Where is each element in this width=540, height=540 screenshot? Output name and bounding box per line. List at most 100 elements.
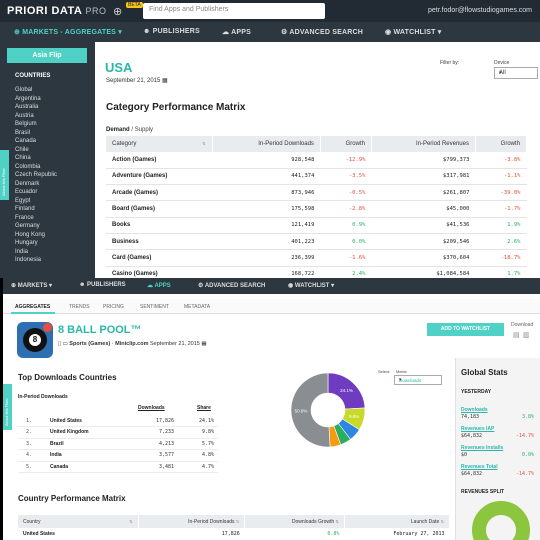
nav-markets-aggregates[interactable]: ⊕ MARKETS - AGGREGATES ▾	[14, 29, 122, 36]
page-title: USA	[105, 60, 133, 75]
list-item[interactable]: 4. India 3,577 4.8%	[18, 450, 218, 462]
chevron-down-icon: ▾	[499, 70, 502, 76]
sidebar-country-item[interactable]: Chile	[15, 146, 29, 153]
sidebar-country-item[interactable]: Germany	[15, 223, 40, 229]
sidebar-country-item[interactable]: Colombia	[15, 163, 41, 170]
sidebar-country-item[interactable]: Argentina	[15, 95, 41, 102]
sidebar-country-item[interactable]: Brasil	[15, 129, 31, 136]
nav-advanced-search[interactable]: ⚙ ADVANCED SEARCH	[198, 283, 266, 289]
table-row[interactable]: Adventure (Games) 441,374 -3.5% $317,981 -1.…	[106, 168, 527, 186]
calendar-icon[interactable]: ▦	[201, 341, 207, 347]
col-revenues[interactable]: In-Period Revenues	[371, 136, 476, 152]
device-select[interactable]: All ▾	[494, 67, 538, 79]
col-downloads[interactable]: In-Period Downloads	[212, 136, 321, 152]
tab-trends[interactable]: TRENDS	[69, 304, 90, 310]
table-row[interactable]: Casino (Games) 168,722 2.4% $1,084,584 1.7%	[106, 266, 527, 278]
search-input[interactable]: Find Apps and Publishers	[143, 3, 325, 19]
tab-supply[interactable]: Supply	[134, 127, 154, 133]
stat-label[interactable]: Revenues IAP	[461, 426, 495, 432]
stat-label[interactable]: Revenues Total	[461, 464, 498, 470]
sidebar-country-item[interactable]: Czech Republic	[15, 172, 58, 178]
sidebar-country-item[interactable]: China	[15, 155, 31, 161]
android-icon[interactable]: ⊕	[113, 6, 123, 18]
sidebar-country-item[interactable]: Finland	[15, 206, 35, 212]
sidebar-country-item[interactable]: India	[15, 248, 29, 255]
list-item[interactable]: 2. United Kingdom 7,233 9.8%	[18, 427, 218, 439]
col-download-growth[interactable]: Growth	[320, 136, 372, 152]
stat-label[interactable]: Revenues Installs	[461, 445, 504, 451]
sidebar-country-item[interactable]: Hungary	[15, 240, 38, 246]
sidebar-country-item[interactable]: Belgium	[15, 121, 37, 127]
top-countries-list: 1. United States 17,826 24.1% 2. United Kingd…	[18, 416, 218, 473]
revenues-cell: $1,084,584	[371, 266, 476, 278]
download-pdf-icon[interactable]: ▤	[513, 332, 520, 339]
metric-select[interactable]: Downloads ▾	[394, 375, 442, 385]
sidebar-country-item[interactable]: Indonesia	[15, 257, 42, 263]
revenue-growth-cell: -39.0%	[475, 184, 527, 202]
list-item[interactable]: 5. Canada 3,481 4.7%	[18, 462, 218, 473]
demand-supply-toggle[interactable]: Demand / Supply	[106, 127, 154, 133]
sidebar-country-item[interactable]: Egypt	[15, 197, 31, 204]
nav-publishers[interactable]: ☻ PUBLISHERS	[143, 28, 200, 35]
revenues-cell: $45,000	[371, 200, 476, 218]
add-to-watchlist-button[interactable]: ADD TO WATCHLIST	[427, 323, 504, 336]
tab-demand[interactable]: Demand	[106, 127, 130, 133]
col-downloads[interactable]: Downloads	[138, 405, 165, 411]
sidebar-country-item[interactable]: Ecuador	[15, 189, 38, 195]
stat-label[interactable]: Downloads	[461, 407, 488, 413]
tab-aggregates[interactable]: AGGREGATES	[15, 304, 51, 310]
country-cell: United States	[23, 531, 55, 537]
nav-watchlist[interactable]: ◉ WATCHLIST ▾	[385, 29, 442, 36]
download-csv-icon[interactable]: ▥	[523, 332, 530, 339]
table-row[interactable]: Board (Games) 175,598 -2.8% $45,000 -1.7%	[106, 200, 527, 218]
tab-sentiment[interactable]: SENTIMENT	[140, 304, 169, 310]
country-rank: 1.	[26, 418, 33, 424]
table-row[interactable]: Books 121,419 0.9% $41,536 1.9%	[106, 217, 527, 234]
sidebar-country-item[interactable]: Australia	[15, 104, 39, 110]
table-row[interactable]: Card (Games) 236,399 -1.6% $370,604 -18.7%	[106, 249, 527, 267]
col-in-period-downloads[interactable]: In-Period Downloads ⇅	[138, 515, 246, 528]
revenues-cell: $41,536	[371, 217, 476, 234]
nav-publishers[interactable]: ☻ PUBLISHERS	[79, 282, 126, 288]
sidebar-country-item[interactable]: Canada	[15, 138, 37, 144]
table-row[interactable]: Arcade (Games) 873,946 -0.5% $261,807 -39.0%	[106, 184, 527, 202]
user-email[interactable]: petr.fodor@flowstudiogames.com	[428, 7, 532, 14]
downloads-cell: 236,399	[212, 249, 321, 267]
sidebar-country-item[interactable]: France	[15, 214, 34, 221]
calendar-icon[interactable]: ▦	[162, 78, 168, 84]
col-country[interactable]: Country ⇅	[18, 515, 139, 528]
sidebar-country-item[interactable]: Hong Kong	[15, 231, 46, 238]
table-row[interactable]: Business 401,223 0.0% $209,546 2.6%	[106, 233, 527, 251]
asia-flip-button[interactable]: Asia Flip	[7, 48, 87, 63]
sidebar-country-item[interactable]: Global	[15, 87, 33, 93]
col-category[interactable]: Category ⇅	[106, 136, 213, 152]
stat-change: -14.7%	[515, 471, 534, 477]
category-cell: Arcade (Games)	[106, 184, 213, 202]
sidebar-country-item[interactable]: Denmark	[15, 180, 40, 187]
logo[interactable]: PRIORI DATA PRO	[7, 5, 107, 17]
nav-apps[interactable]: ☁ APPS	[222, 29, 251, 36]
nav-watchlist[interactable]: ◉ WATCHLIST ▾	[288, 283, 335, 289]
download-growth-cell: 0.0%	[320, 233, 372, 251]
table-row[interactable]: United States 17,826 0.8% February 27, 2013	[18, 528, 450, 540]
about-filter-tab[interactable]: About this Filter	[3, 384, 12, 430]
col-share[interactable]: Share	[197, 405, 211, 411]
tab-metadata[interactable]: METADATA	[184, 304, 211, 310]
revenue-growth-cell: -1.1%	[475, 168, 527, 186]
list-item[interactable]: 3. Brazil 4,213 5.7%	[18, 439, 218, 451]
nav-apps[interactable]: ☁ APPS	[147, 283, 171, 289]
app-publisher[interactable]: Miniclip.com	[115, 341, 149, 347]
col-revenue-growth[interactable]: Growth	[475, 136, 528, 152]
tab-pricing[interactable]: PRICING	[103, 304, 124, 310]
nav-markets[interactable]: ⊕ MARKETS ▾	[11, 283, 53, 289]
sidebar-country-item[interactable]: Austria	[15, 112, 34, 119]
table-row[interactable]: Action (Games) 928,548 -12.9% $799,373 -3.8%	[106, 152, 527, 169]
donut-slice[interactable]	[290, 372, 331, 448]
list-item[interactable]: 1. United States 17,826 24.1%	[18, 416, 218, 428]
nav-advanced-search[interactable]: ⚙ ADVANCED SEARCH	[281, 29, 364, 36]
global-stats-title: Global Stats	[461, 368, 508, 377]
col-launch-date[interactable]: Launch Date ⇅	[344, 515, 451, 528]
about-filter-tab[interactable]: About this Filter	[0, 150, 9, 200]
sub-nav: AGGREGATES TRENDS PRICING SENTIMENT META…	[3, 299, 540, 314]
col-downloads-growth[interactable]: Downloads Growth ⇅	[244, 515, 345, 528]
